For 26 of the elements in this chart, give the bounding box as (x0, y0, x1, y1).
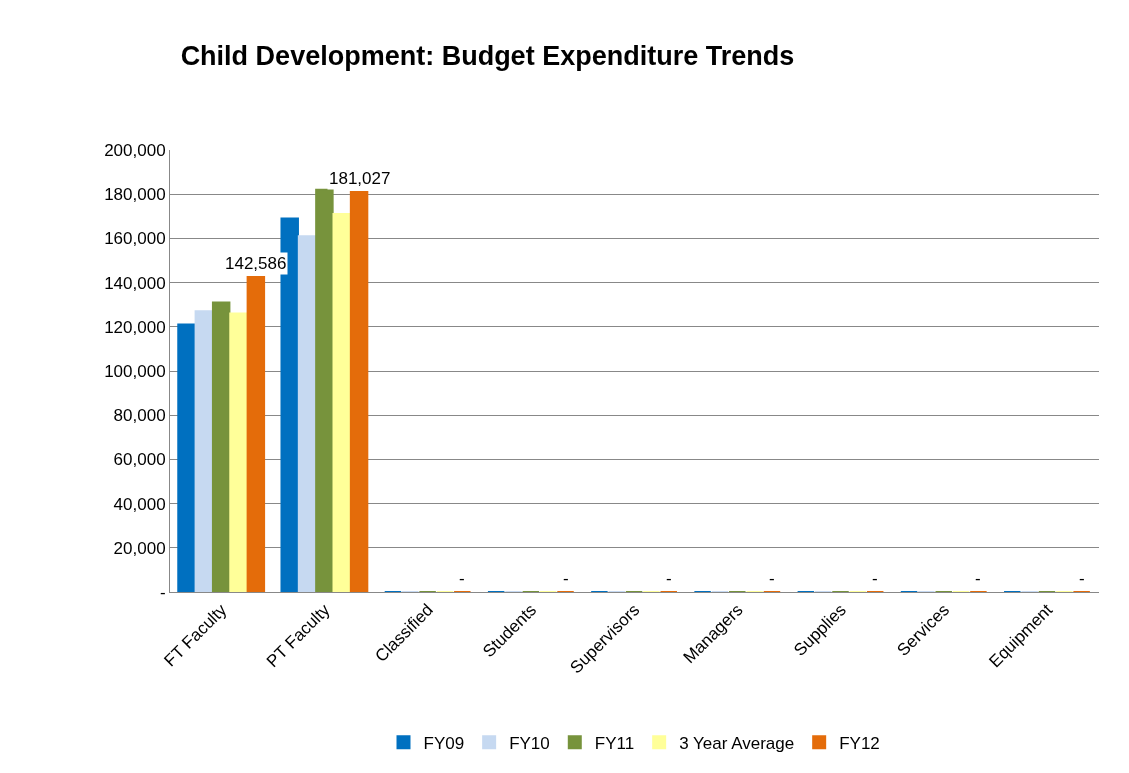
data-label: 181,027 (329, 169, 391, 188)
y-tick-label: 180,000 (104, 185, 166, 205)
legend-label: FY10 (509, 733, 550, 753)
data-label: - (975, 569, 981, 588)
y-tick-label: 200,000 (104, 140, 166, 160)
chart-title: Child Development: Budget Expenditure Trends (180, 41, 795, 72)
y-tick-label: 160,000 (104, 229, 166, 249)
legend-label: FY12 (839, 733, 880, 753)
y-tick-label: 20,000 (113, 538, 166, 558)
data-label: - (459, 569, 465, 588)
y-tick-label: 100,000 (104, 361, 166, 381)
y-tick-label: 40,000 (113, 494, 166, 514)
data-label: - (1079, 569, 1085, 588)
data-label: - (666, 569, 672, 588)
legend-label: 3 Year Average (679, 733, 795, 753)
legend-label: FY09 (423, 733, 465, 753)
y-tick-label: 60,000 (113, 450, 166, 470)
data-label: - (563, 569, 569, 588)
legend-label: FY11 (594, 733, 635, 753)
data-label: - (769, 569, 775, 588)
y-tick-label: 140,000 (104, 273, 166, 293)
y-tick-label: 80,000 (113, 406, 166, 426)
data-label: 142,586 (225, 254, 287, 273)
y-tick-label: 120,000 (104, 317, 166, 337)
y-tick-label: - (159, 582, 166, 602)
data-label: - (872, 569, 878, 588)
